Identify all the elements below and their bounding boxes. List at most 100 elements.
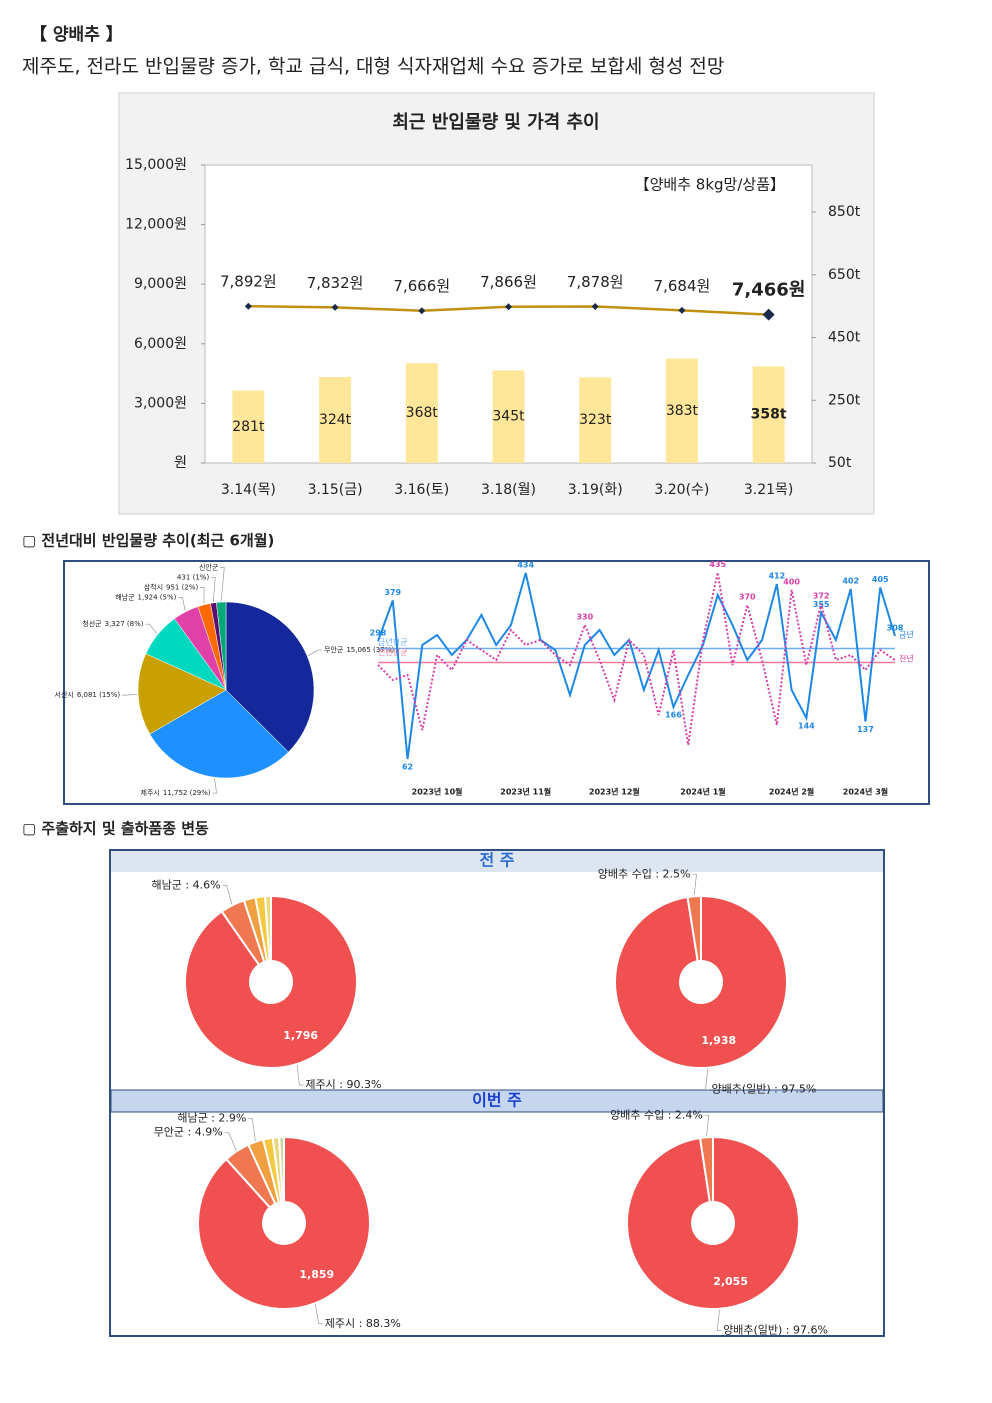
legend-label: 금년 bbox=[899, 630, 914, 640]
slice-value: 3,327 (8%) bbox=[105, 620, 144, 628]
page-title: 【 양배추 】 bbox=[30, 24, 123, 45]
slice-label: 제주시 11,752 (29%) bbox=[141, 789, 211, 797]
bar bbox=[232, 390, 265, 463]
bar-label: 323t bbox=[579, 412, 612, 428]
slice-value: 1,924 (5%) bbox=[138, 594, 177, 602]
slice-label: 양배추 수입 : 2.4% bbox=[610, 1108, 703, 1121]
point-label: 308 bbox=[887, 624, 904, 633]
slice bbox=[184, 894, 358, 1069]
reference-label: 금년평균 bbox=[378, 637, 407, 647]
slice-label: 양배추 수입 : 2.5% bbox=[598, 867, 691, 880]
slice-value: 무안군 : 4.9% bbox=[154, 1126, 223, 1139]
y-tick-label: 원 bbox=[174, 455, 187, 471]
point-label: 137 bbox=[857, 725, 874, 734]
point-label: 166 bbox=[665, 711, 682, 720]
bar-label: 345t bbox=[492, 409, 525, 425]
slice-value: 양배추 수입 : 2.4% bbox=[610, 1108, 703, 1121]
reference-label: 전년평균 bbox=[378, 647, 407, 657]
leader-line bbox=[200, 587, 205, 604]
leader-line bbox=[314, 1304, 323, 1325]
leader-line bbox=[145, 623, 158, 634]
x-tick-label: 3.14(목) bbox=[221, 482, 276, 498]
point-label: 298 bbox=[370, 629, 387, 638]
x-tick-label: 2024년 1월 bbox=[680, 787, 725, 797]
x-tick-label: 2023년 12월 bbox=[589, 787, 640, 797]
bar bbox=[579, 377, 612, 463]
leader-line bbox=[705, 1068, 710, 1091]
y-tick-label: 15,000원 bbox=[125, 157, 187, 173]
slice-value: 해남군 : 4.6% bbox=[152, 877, 221, 891]
slice-value: 15,065 (37%) bbox=[346, 646, 394, 654]
point-label: 144 bbox=[798, 722, 815, 731]
leader-line bbox=[220, 567, 225, 602]
section-heading: ▢ 전년대비 반입물량 추이(최근 6개월) bbox=[22, 532, 274, 550]
bar-label: 368t bbox=[406, 405, 439, 421]
y-tick-label: 9,000원 bbox=[134, 276, 187, 292]
bar bbox=[665, 358, 698, 463]
marker bbox=[418, 307, 426, 315]
week-header: 전 주 bbox=[479, 851, 514, 870]
point-label: 400 bbox=[783, 578, 800, 587]
marker bbox=[505, 303, 512, 311]
point-label: 434 bbox=[517, 561, 534, 570]
inner-label: 2,055 bbox=[713, 1275, 748, 1288]
slice-value: 해남군 : 2.9% bbox=[177, 1111, 246, 1125]
leader-line bbox=[211, 577, 216, 602]
point-label: 370 bbox=[739, 593, 756, 602]
x-tick-label: 2024년 2월 bbox=[769, 787, 814, 797]
slice-label: 무안군 : 4.9% bbox=[154, 1126, 223, 1139]
y-tick-label: 6,000원 bbox=[134, 336, 187, 352]
slice bbox=[263, 894, 272, 963]
y2-tick-label: 450t bbox=[828, 330, 861, 346]
marker bbox=[762, 308, 775, 321]
point-label: 330 bbox=[576, 613, 593, 622]
slice-label: 삼척시 951 (2%) bbox=[144, 583, 199, 592]
slice-value: 11,752 (29%) bbox=[163, 789, 211, 797]
subtitle: 제주도, 전라도 반입물량 증가, 학교 급식, 대형 식자재업체 수요 증가로… bbox=[22, 56, 724, 78]
x-tick-label: 3.19(화) bbox=[568, 482, 623, 498]
leader-line bbox=[296, 1064, 304, 1086]
slice bbox=[614, 894, 788, 1069]
slice-label: 제주시 : 88.3% bbox=[325, 1317, 401, 1330]
slice bbox=[149, 689, 289, 779]
slice-label: 431 (1%) bbox=[177, 574, 209, 582]
slice-category: 해남군 bbox=[115, 593, 135, 602]
x-tick-label: 2023년 10월 bbox=[412, 787, 463, 797]
leader-line bbox=[307, 649, 323, 657]
point-label: 405 bbox=[872, 575, 889, 584]
slice-category: 제주시 bbox=[141, 789, 160, 797]
bar-label: 358t bbox=[751, 407, 787, 423]
leader-line bbox=[222, 885, 233, 905]
x-tick-label: 2024년 3월 bbox=[843, 787, 888, 797]
slice-value: 951 (2%) bbox=[166, 584, 198, 592]
inner-label: 1,796 bbox=[283, 1029, 318, 1042]
note: 【양배추 8kg망/상품】 bbox=[635, 176, 785, 194]
x-tick-label: 3.16(토) bbox=[394, 482, 449, 498]
slice-label: 해남군 : 2.9% bbox=[177, 1111, 246, 1125]
price-label: 7,878원 bbox=[567, 273, 624, 291]
slice-value: 431 (1%) bbox=[177, 574, 209, 582]
leader-line bbox=[716, 1309, 722, 1332]
slice-label: 양배추(일반) : 97.6% bbox=[723, 1323, 828, 1337]
y-tick-label: 12,000원 bbox=[125, 217, 187, 233]
slice-category: 서산시 bbox=[55, 690, 74, 699]
chart-title: 최근 반입물량 및 가격 추이 bbox=[392, 111, 599, 133]
marker bbox=[591, 302, 599, 310]
price-label: 7,832원 bbox=[307, 274, 364, 292]
x-tick-label: 3.21목) bbox=[744, 482, 794, 498]
slice bbox=[626, 1135, 800, 1310]
bar bbox=[752, 366, 785, 463]
slice bbox=[225, 601, 315, 753]
leader-line bbox=[248, 1118, 256, 1141]
point-label: 412 bbox=[768, 572, 785, 581]
slice-value: 제주시 : 90.3% bbox=[305, 1078, 381, 1091]
legend-label: 전년 bbox=[899, 654, 914, 664]
x-tick-label: 3.18(월) bbox=[481, 482, 536, 498]
slice-label: 서산시 6,081 (15%) bbox=[55, 690, 121, 699]
slice-value: 양배추(일반) : 97.5% bbox=[711, 1082, 816, 1096]
price-label: 7,866원 bbox=[480, 273, 537, 291]
y-tick-label: 3,000원 bbox=[134, 395, 187, 411]
marker bbox=[331, 303, 339, 311]
leader-line bbox=[224, 1132, 237, 1151]
